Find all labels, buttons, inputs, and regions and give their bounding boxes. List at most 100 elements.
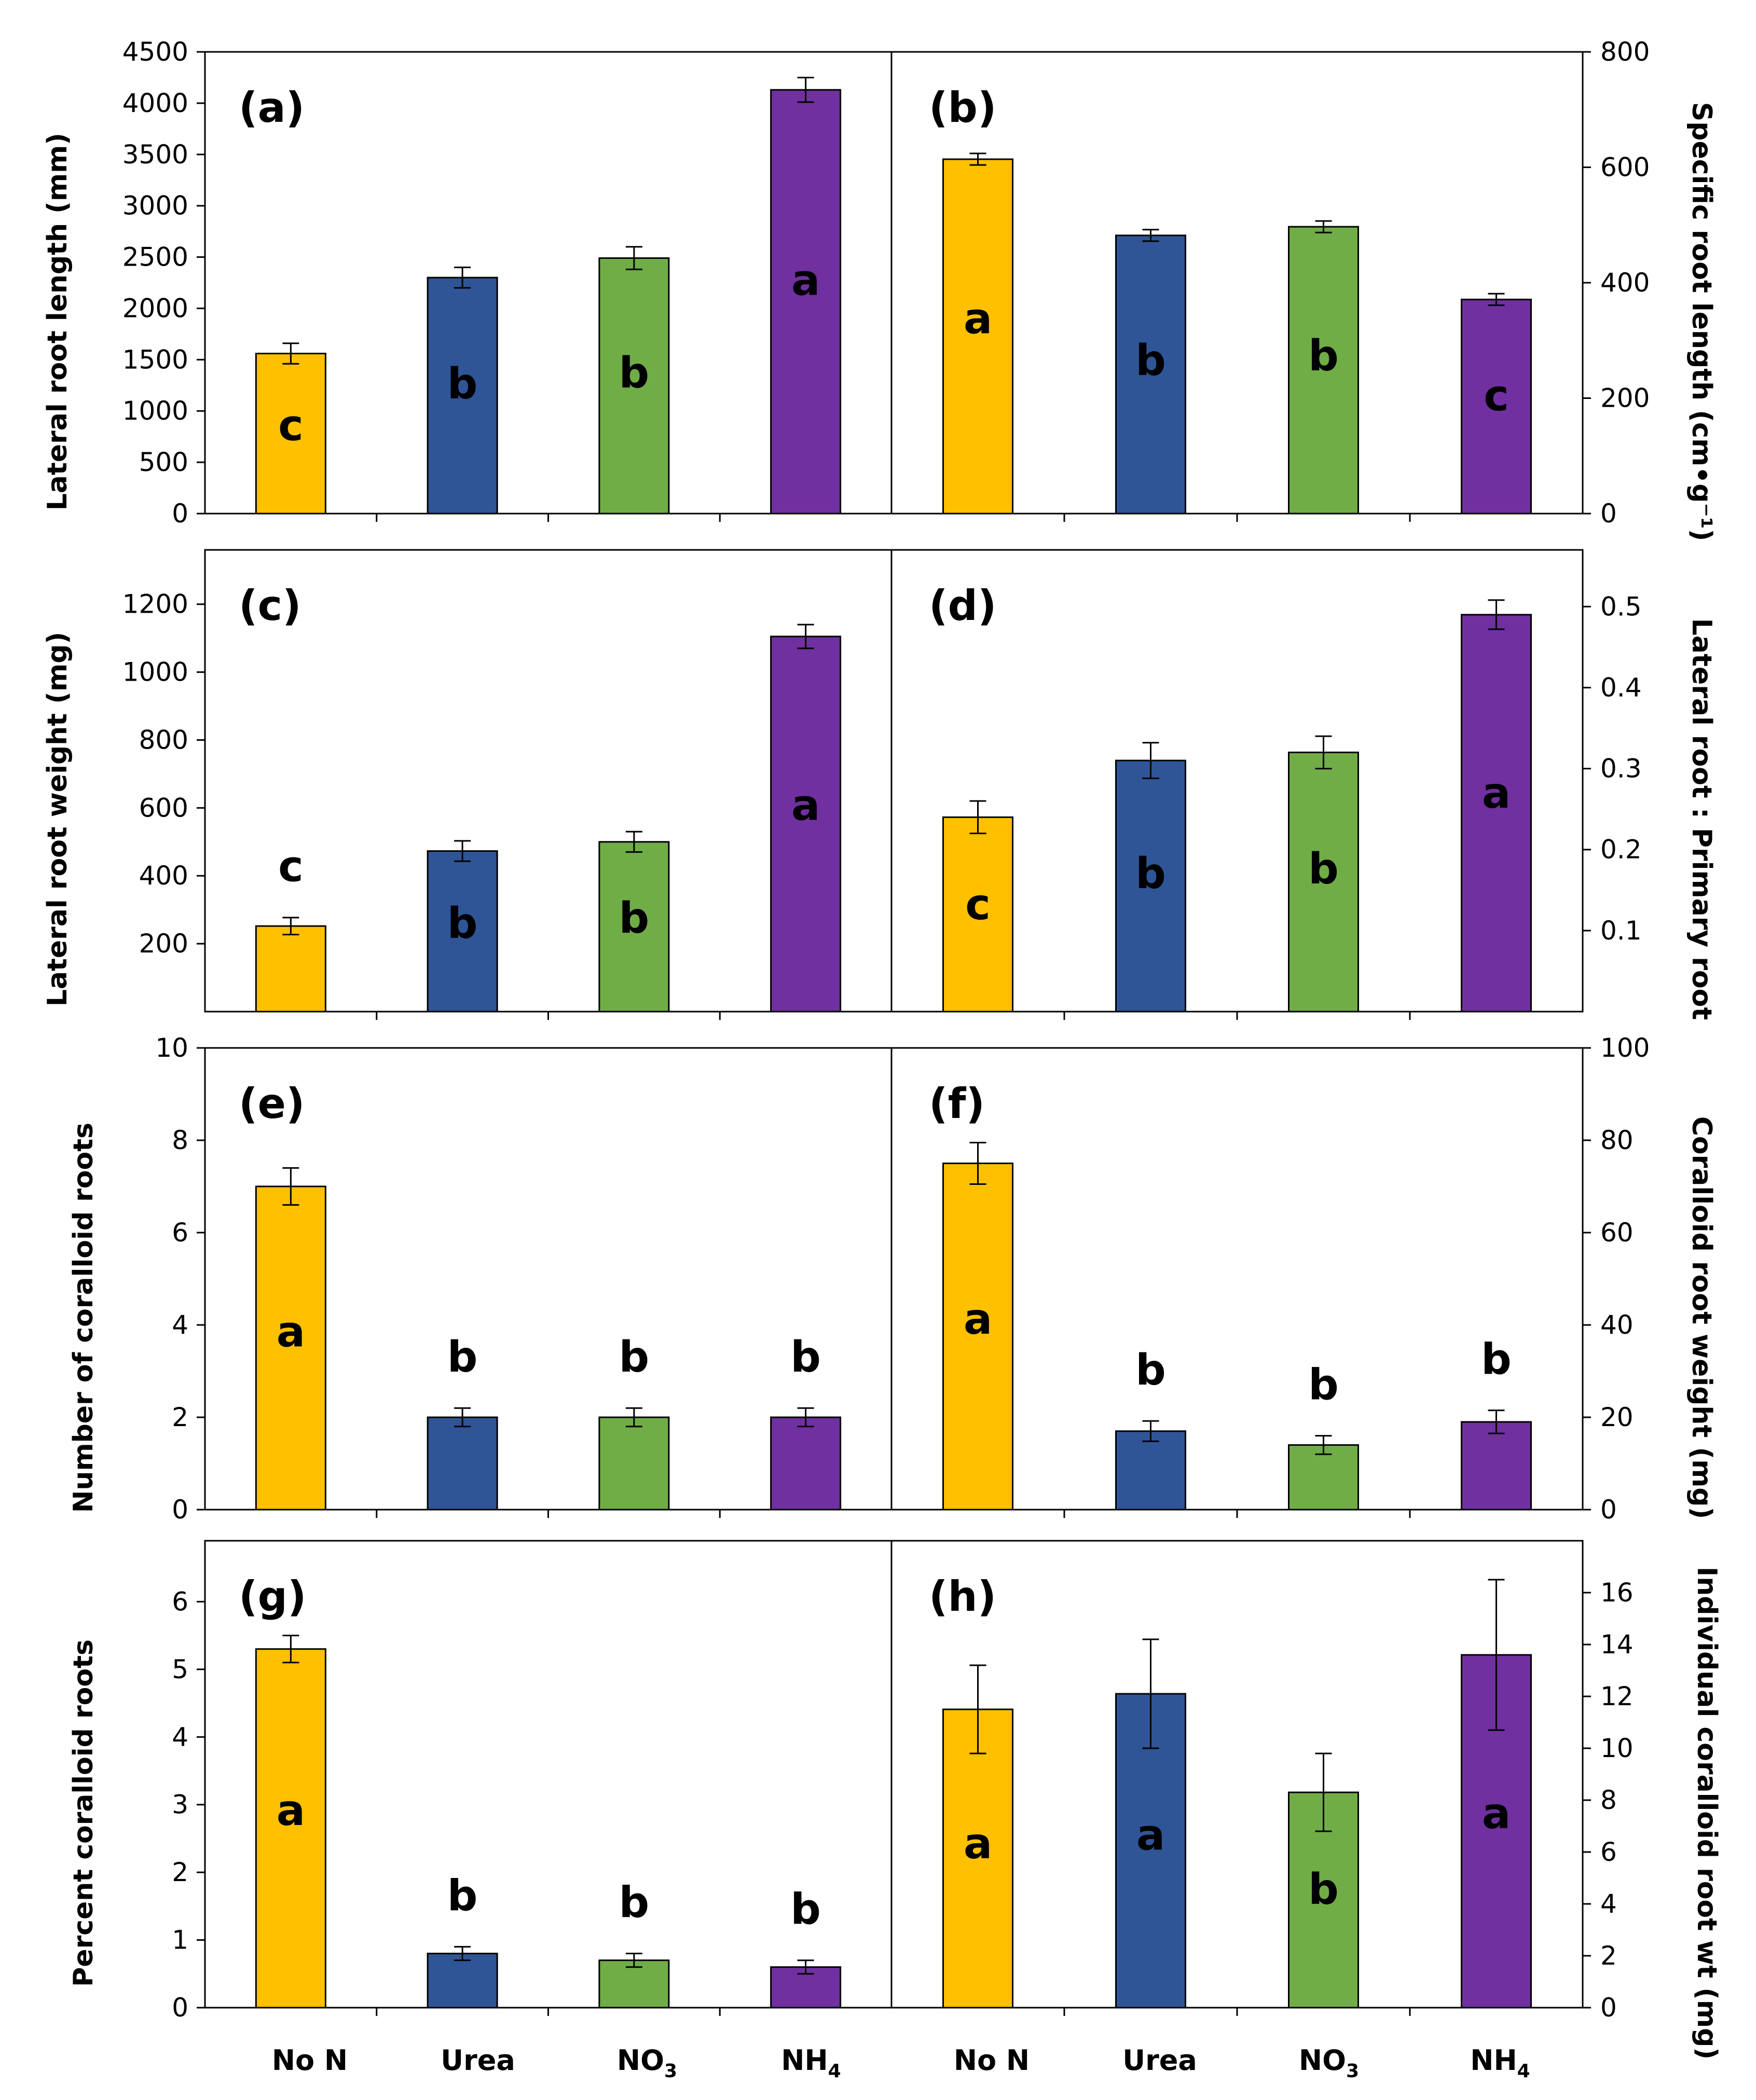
significance-letter: b <box>619 894 650 943</box>
panel-c-ylabel: Lateral root weight (mg) <box>42 632 73 1006</box>
y-tick-label: 400 <box>1600 268 1650 298</box>
panel-d-ylabel: Lateral root : Primary root <box>1686 618 1717 1020</box>
panel-d-plot: 0.1 0.2 0.3 0.4 0.5 c b b a <box>890 549 1642 1020</box>
significance-letter: a <box>791 256 820 306</box>
y-tick-label: 0 <box>172 1993 188 2023</box>
significance-letter: b <box>447 1333 478 1382</box>
significance-letter: a <box>964 1295 992 1344</box>
significance-letter: b <box>619 349 650 398</box>
significance-letter: b <box>1135 849 1166 899</box>
y-tick-label: 4000 <box>122 88 188 118</box>
panel-h: (h) Individual coralloid root wt (mg) <box>929 1567 1722 2060</box>
panel-f: (f) Coralloid root weight (mg) <box>929 1080 1717 1519</box>
panel-c: (c) Lateral root weight (mg) <box>42 582 301 1006</box>
significance-letter: c <box>278 842 304 892</box>
y-tick-label: 1500 <box>122 344 188 375</box>
bar <box>255 352 326 515</box>
bar <box>942 1708 1013 2009</box>
bar <box>1461 1421 1532 1511</box>
y-tick-label: 0 <box>172 499 188 529</box>
bar <box>1461 298 1532 515</box>
significance-letter: b <box>790 1885 821 1935</box>
y-tick-label: 4 <box>172 1310 188 1340</box>
panel-h-label: (h) <box>929 1572 996 1621</box>
bar <box>598 1416 670 1511</box>
significance-letter: b <box>790 1333 821 1382</box>
y-tick-label: 1 <box>172 1925 188 1955</box>
panel-b-ylabel: Specific root length (cm•g⁻¹) <box>1686 102 1717 542</box>
y-tick-label: 4 <box>172 1722 188 1752</box>
significance-letter: a <box>277 1307 305 1357</box>
x-label-left-1: Urea <box>441 2044 515 2077</box>
x-label-left-3: NH4 <box>781 2044 841 2082</box>
x-label-right-2: NO3 <box>1299 2044 1359 2082</box>
panel-e: (e) Number of coralloid roots <box>68 1080 305 1513</box>
bar <box>1288 1444 1359 1511</box>
panel-c-plot: 200 400 600 800 1000 1200 c b b a <box>122 549 893 1020</box>
y-tick-label: 600 <box>1600 153 1650 183</box>
y-tick-label: 10 <box>1600 1733 1634 1763</box>
y-tick-label: 4 <box>1600 1889 1617 1919</box>
bar <box>598 841 670 1013</box>
significance-letter: b <box>1308 845 1339 894</box>
y-tick-label: 6 <box>172 1218 188 1248</box>
y-tick-label: 100 <box>1600 1033 1650 1063</box>
panel-a-label: (a) <box>239 84 305 132</box>
significance-letter: c <box>1484 371 1509 421</box>
bar <box>427 1953 498 2009</box>
significance-letter: a <box>277 1786 305 1835</box>
significance-letter: b <box>619 1878 650 1928</box>
panel-d-label: (d) <box>929 582 996 630</box>
panel-f-plot: 0 20 40 60 80 100 a b b b <box>890 1033 1650 1525</box>
significance-letter: a <box>964 294 992 343</box>
x-label-left-2: NO3 <box>617 2044 677 2082</box>
panel-g: (g) Percent coralloid roots <box>68 1572 306 1987</box>
significance-letter: a <box>791 781 820 830</box>
y-tick-label: 5 <box>172 1654 188 1684</box>
panel-g-label: (g) <box>239 1572 306 1621</box>
significance-letter: b <box>1135 336 1166 385</box>
significance-letter: a <box>964 1819 992 1869</box>
bar <box>942 1163 1013 1511</box>
bar <box>255 1185 326 1511</box>
panel-b: (b) Specific root length (cm•g⁻¹) <box>929 84 1717 541</box>
y-tick-label: 12 <box>1600 1681 1634 1711</box>
y-tick-label: 3000 <box>122 191 188 221</box>
significance-letter: c <box>278 401 304 450</box>
significance-letter: b <box>447 360 478 409</box>
bar <box>598 257 670 515</box>
significance-letter: b <box>447 1872 478 1921</box>
y-tick-label: 400 <box>139 861 188 891</box>
y-tick-label: 10 <box>155 1033 188 1063</box>
bar <box>1288 751 1359 1013</box>
y-tick-label: 0.3 <box>1600 754 1642 784</box>
y-tick-label: 2000 <box>122 293 188 323</box>
bar <box>427 277 498 515</box>
panel-b-label: (b) <box>929 84 996 132</box>
panel-a-ylabel: Lateral root length (mm) <box>42 133 73 510</box>
panel-d: (d) Lateral root : Primary root <box>929 582 1717 1020</box>
y-tick-label: 0 <box>172 1495 188 1525</box>
bar <box>255 925 326 1013</box>
bar <box>1115 1430 1186 1511</box>
y-tick-label: 600 <box>139 793 188 823</box>
panel-c-label: (c) <box>239 582 301 630</box>
panel-f-ylabel: Coralloid root weight (mg) <box>1686 1116 1717 1519</box>
panel-a-plot: 0 500 1000 1500 2000 2500 3000 3500 4000 4500 c b b a <box>122 37 893 529</box>
y-tick-label: 16 <box>1600 1578 1634 1608</box>
y-tick-label: 6 <box>172 1586 188 1617</box>
y-tick-label: 60 <box>1600 1218 1634 1248</box>
bar <box>942 158 1013 515</box>
y-tick-label: 0 <box>1600 1495 1617 1525</box>
panel-f-label: (f) <box>929 1080 985 1128</box>
y-tick-label: 800 <box>1600 37 1650 67</box>
x-label-right-3: NH4 <box>1470 2044 1530 2082</box>
significance-letter: a <box>1136 1811 1165 1860</box>
y-tick-label: 14 <box>1600 1629 1634 1660</box>
significance-letter: a <box>1482 769 1511 818</box>
bar <box>770 1416 842 1511</box>
y-tick-label: 0 <box>1600 1993 1617 2023</box>
panel-g-ylabel: Percent coralloid roots <box>68 1639 99 1987</box>
y-tick-label: 0.1 <box>1600 916 1642 946</box>
